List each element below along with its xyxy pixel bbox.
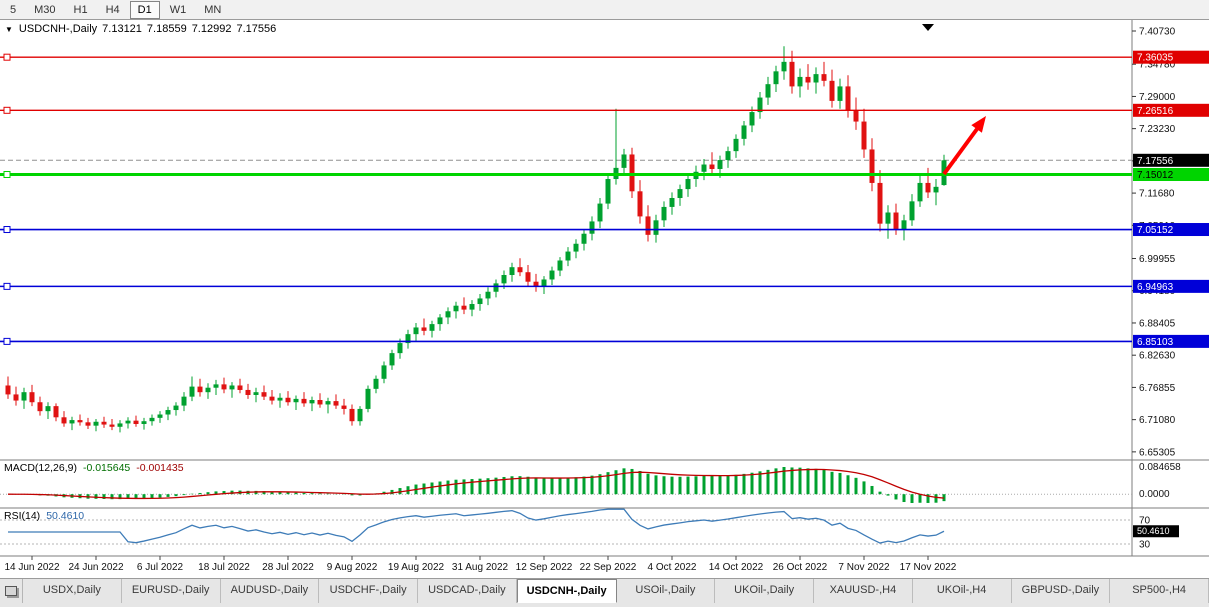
svg-text:7.40730: 7.40730 (1139, 26, 1176, 37)
svg-text:6.99955: 6.99955 (1139, 254, 1176, 265)
chart-frame (0, 20, 1209, 557)
symbol-tab[interactable]: UKOil-,Daily (715, 579, 814, 603)
low-value: 7.12992 (191, 23, 232, 35)
svg-text:28 Jul 2022: 28 Jul 2022 (262, 562, 314, 573)
svg-text:0.0000: 0.0000 (1139, 489, 1170, 500)
symbol-tab[interactable]: XAUUSD-,H4 (814, 579, 913, 603)
svg-text:6.65305: 6.65305 (1139, 447, 1176, 458)
symbol-tab[interactable]: USDCHF-,Daily (319, 579, 418, 603)
svg-text:14 Jun 2022: 14 Jun 2022 (4, 562, 59, 573)
svg-text:31 Aug 2022: 31 Aug 2022 (452, 562, 509, 573)
symbol-tab[interactable]: AUDUSD-,Daily (221, 579, 320, 603)
close-value: 7.17556 (236, 23, 277, 35)
svg-text:70: 70 (1139, 516, 1151, 527)
svg-text:4 Oct 2022: 4 Oct 2022 (648, 562, 697, 573)
symbol-tab[interactable]: USDCNH-,Daily (516, 579, 617, 603)
symbol-tab[interactable]: EURUSD-,Daily (122, 579, 221, 603)
svg-text:0.084658: 0.084658 (1139, 462, 1181, 473)
svg-text:24 Jun 2022: 24 Jun 2022 (68, 562, 123, 573)
symbol-tab[interactable]: USDX,Daily (23, 579, 122, 603)
price-tags: 7.17556 7.36035 7.26516 7.15012 7.05152 6.949… (1133, 50, 1209, 538)
scroll-marker-icon (922, 24, 934, 31)
svg-text:7.29000: 7.29000 (1139, 92, 1176, 103)
macd-name: MACD(12,26,9) (4, 462, 77, 474)
symbol-tab[interactable]: USDCAD-,Daily (418, 579, 517, 603)
svg-text:7 Nov 2022: 7 Nov 2022 (838, 562, 890, 573)
open-value: 7.13121 (102, 23, 142, 35)
rsi-name: RSI(14) (4, 510, 41, 522)
svg-text:7.11680: 7.11680 (1139, 189, 1175, 200)
collapse-icon[interactable]: ▼ (5, 24, 13, 34)
rsi-value: 50.4610 (46, 510, 85, 522)
indicator-panels (0, 467, 1132, 545)
timeframe-button-h1[interactable]: H1 (73, 3, 88, 16)
symbol-tab[interactable]: GBPUSD-,Daily (1012, 579, 1111, 603)
timeframe-button-m30[interactable]: M30 (34, 3, 56, 16)
svg-text:6.76855: 6.76855 (1139, 383, 1176, 394)
symbol-period-label: USDCNH-,Daily (18, 23, 98, 35)
macd-indicator-label: MACD(12,26,9) -0.015645 -0.001435 (4, 462, 184, 474)
svg-text:6.82630: 6.82630 (1139, 351, 1176, 362)
symbol-tab[interactable]: USOil-,Daily (617, 579, 716, 603)
svg-text:19 Aug 2022: 19 Aug 2022 (388, 562, 445, 573)
svg-text:6.88405: 6.88405 (1139, 318, 1176, 329)
chart-window-icon[interactable] (0, 579, 23, 603)
symbol-tabs: USDX,Daily EURUSD-,Daily AUDUSD-,Daily USDC… (23, 579, 1209, 603)
chart-ohlc-header: ▼ USDCNH-,Daily 7.13121 7.18559 7.12992 … (5, 23, 276, 35)
timeframe-button-w1[interactable]: W1 (169, 3, 187, 16)
svg-text:7.34780: 7.34780 (1139, 60, 1176, 71)
candlesticks (5, 46, 947, 433)
drawing-objects[interactable] (922, 24, 986, 176)
svg-text:6 Jul 2022: 6 Jul 2022 (137, 562, 184, 573)
timeframe-button-5[interactable]: 5 (10, 3, 17, 16)
horizontal-line-objects[interactable] (0, 53, 1132, 345)
svg-text:6.71080: 6.71080 (1139, 415, 1176, 426)
svg-text:22 Sep 2022: 22 Sep 2022 (580, 562, 637, 573)
svg-text:18 Jul 2022: 18 Jul 2022 (198, 562, 250, 573)
svg-text:50.4610: 50.4610 (1137, 526, 1170, 536)
svg-text:6.85103: 6.85103 (1137, 337, 1174, 348)
svg-text:26 Oct 2022: 26 Oct 2022 (773, 562, 828, 573)
timeframe-button-d1[interactable]: D1 (129, 0, 160, 19)
svg-text:17 Nov 2022: 17 Nov 2022 (900, 562, 957, 573)
macd-signal-value: -0.001435 (136, 462, 184, 474)
svg-text:9 Aug 2022: 9 Aug 2022 (327, 562, 378, 573)
rsi-indicator-label: RSI(14) 50.4610 (4, 510, 84, 522)
svg-text:7.17556: 7.17556 (1137, 156, 1174, 167)
timeframe-toolbar: 5 M30 H1 H4 D1 W1 MN (0, 0, 1209, 20)
svg-text:6.94963: 6.94963 (1137, 282, 1174, 293)
svg-text:30: 30 (1139, 540, 1151, 551)
svg-text:7.23230: 7.23230 (1139, 124, 1176, 135)
high-value: 7.18559 (146, 23, 187, 35)
trend-arrow-object[interactable] (942, 116, 986, 176)
timeframe-button-h4[interactable]: H4 (105, 3, 120, 16)
svg-text:7.05152: 7.05152 (1137, 225, 1174, 236)
svg-text:14 Oct 2022: 14 Oct 2022 (709, 562, 764, 573)
timeframe-button-mn[interactable]: MN (204, 3, 222, 16)
symbol-tab-bar: USDX,Daily EURUSD-,Daily AUDUSD-,Daily USDC… (0, 578, 1209, 607)
symbol-tab[interactable]: UKOil-,H4 (913, 579, 1012, 603)
svg-text:7.36035: 7.36035 (1137, 53, 1174, 64)
svg-text:7.15012: 7.15012 (1137, 170, 1174, 181)
svg-text:12 Sep 2022: 12 Sep 2022 (516, 562, 573, 573)
macd-main-value: -0.015645 (82, 462, 131, 474)
svg-text:7.26516: 7.26516 (1137, 106, 1174, 117)
symbol-tab[interactable]: SP500-,H4 (1110, 579, 1209, 603)
price-chart[interactable]: 7.407307.347807.290007.232307.174607.116… (0, 0, 1209, 578)
